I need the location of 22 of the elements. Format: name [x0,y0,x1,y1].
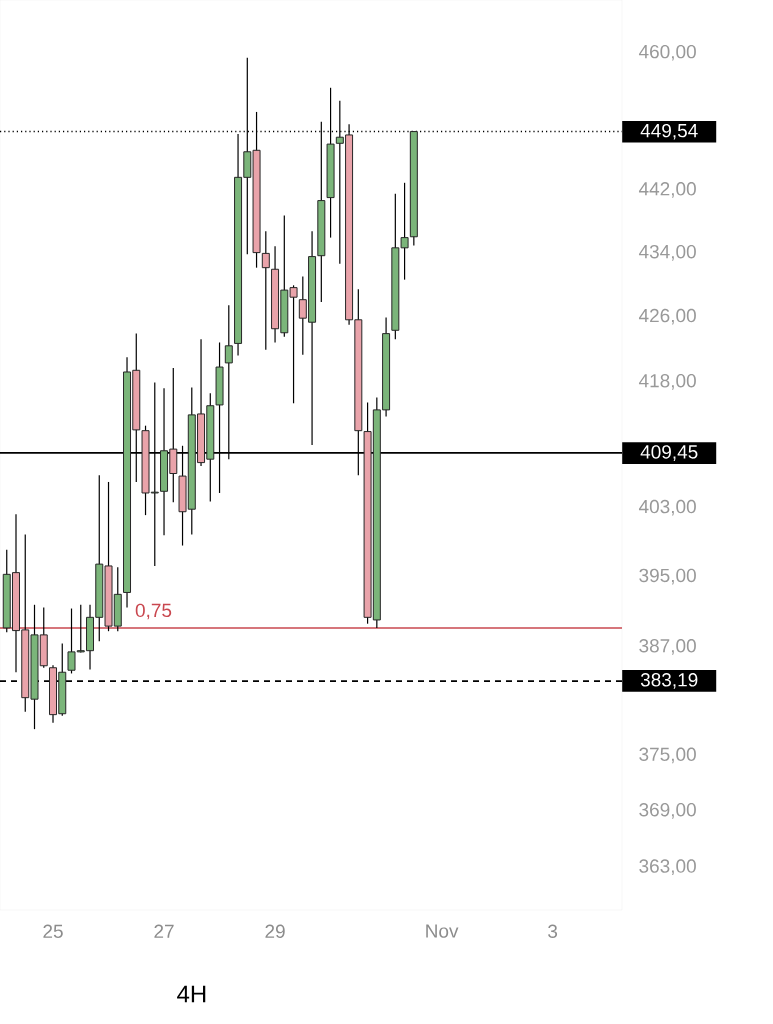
y-tick-label: 375,00 [639,747,696,764]
y-tick-label: 442,00 [638,182,696,198]
y-tick-label: 460,00 [638,44,696,61]
candlestick [261,230,270,351]
y-tick-label: 434,00 [638,244,696,261]
y-tick-label: 369,00 [639,803,696,819]
text: 4H [177,985,206,1003]
ref-line-label: 449,54 [640,123,698,140]
y-tick-label: 418,00 [638,374,696,390]
y-tick-label: 395,00 [639,568,696,585]
y-tick-label: 363,00 [639,859,696,876]
annotation: 0,75 [135,603,172,620]
ref-line-label: 383,19 [640,673,698,689]
y-tick-label: 426,00 [638,308,696,325]
x-tick-label: 29 [265,924,285,938]
x-tick-label: 3 [548,924,558,938]
y-tick-label: 387,00 [639,639,696,655]
x-tick-label: Nov [426,924,459,938]
x-tick-label: 27 [154,924,174,938]
x-tick-label: 25 [43,924,63,938]
ref-line-label: 409,45 [640,445,698,461]
y-tick-label: 403,00 [638,499,696,516]
